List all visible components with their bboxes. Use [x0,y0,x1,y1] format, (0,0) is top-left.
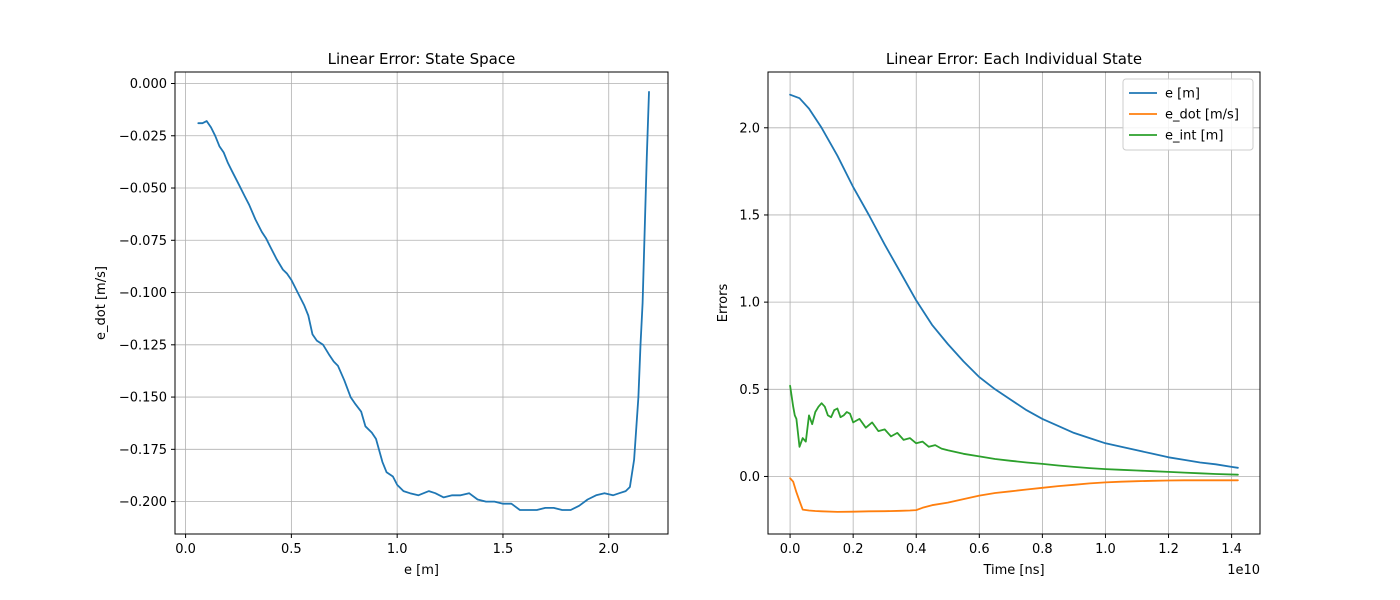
y-tick-label: −0.050 [119,182,167,197]
x-tick-label: 2.0 [598,542,619,557]
x-tick-label: 1.2 [1158,542,1179,557]
y-tick-label: 1.5 [739,208,760,223]
axes-frame [767,71,1261,535]
legend-entry-label: e_int [m] [1165,129,1223,144]
x-tick-label: 0.0 [780,542,801,557]
y-tick-label: −0.075 [119,234,167,249]
x-tick-label: 1.5 [493,542,514,557]
y-tick-label: −0.175 [119,443,167,458]
x-tick-label: 0.5 [281,542,302,557]
x-tick-label: 0.4 [906,542,927,557]
y-tick-label: −0.150 [119,391,167,406]
x-axis-label: e [m] [404,563,439,578]
y-tick-label: −0.100 [119,286,167,301]
y-tick-label: 1.0 [739,296,760,311]
y-tick-label: −0.125 [119,338,167,353]
y-axis-label: Errors [716,284,731,323]
x-tick-label: 1.0 [1095,542,1116,557]
series-line-e-int-m- [789,384,1239,476]
chart-1: 0.0 0.5 1.0 1.5 2.0 0.000 −0.025 −0.050 −0.075 −0… [94,50,669,578]
chart-2: 0.0 0.2 0.4 0.6 0.8 1.0 1.2 1.4 0.0 0.5 1.0 1.5 2.0 L… [716,50,1261,578]
x-tick-label: 0.8 [1032,542,1053,557]
x-tick-label: 0.0 [175,542,196,557]
chart-title: Linear Error: State Space [328,50,516,68]
y-tick-label: 0.000 [130,77,167,92]
axes-frame [174,71,669,535]
y-tick-label: 0.0 [739,470,760,485]
x-tick-label: 1.0 [387,542,408,557]
y-axis-label: e_dot [m/s] [94,266,109,340]
x-axis-label: Time [ns] [982,563,1044,578]
series-line-e-m- [789,93,1239,469]
legend-entry-label: e [m] [1165,87,1200,102]
series-line-1 [197,91,650,511]
x-offset-label: 1e10 [1227,563,1260,578]
series-line-e-dot-m-s- [789,477,1239,513]
legend-entry-label: e_dot [m/s] [1165,108,1239,123]
y-tick-label: −0.200 [119,495,167,510]
legend-box [1122,78,1254,151]
x-tick-label: 0.6 [969,542,990,557]
chart-title: Linear Error: Each Individual State [886,50,1142,68]
y-tick-label: 0.5 [739,383,760,398]
x-tick-label: 1.4 [1221,542,1242,557]
y-tick-label: −0.025 [119,129,167,144]
legend: e [m] e_dot [m/s] e_int [m] [1122,78,1254,151]
x-tick-label: 0.2 [843,542,864,557]
y-tick-label: 2.0 [739,121,760,136]
